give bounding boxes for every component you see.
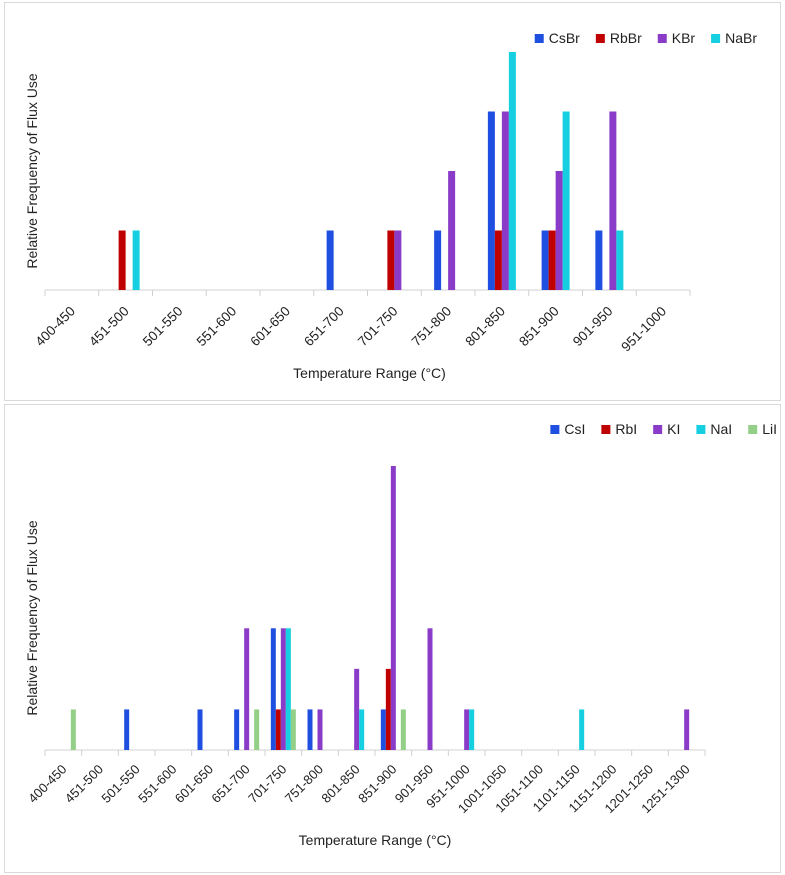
bar-csi-751-800 xyxy=(307,709,313,750)
bar-kbr-801-850 xyxy=(501,111,509,290)
bar-rbbr-851-900 xyxy=(548,230,556,290)
x-tick-label: 851-900 xyxy=(516,304,562,350)
x-tick-label: 601-650 xyxy=(172,762,216,806)
x-tick-label: 451-500 xyxy=(86,304,132,350)
bar-ki-651-700 xyxy=(244,628,250,750)
bar-ki-701-750 xyxy=(280,628,286,750)
legend-swatch-rbi xyxy=(601,425,611,434)
bar-csi-701-750 xyxy=(270,628,276,750)
legend-swatch-nai xyxy=(696,425,706,434)
legend-swatch-rbbr xyxy=(595,34,605,43)
legend-label-csi: CsI xyxy=(564,421,585,437)
x-tick-label: 400-450 xyxy=(25,762,69,806)
bar-rbbr-701-750 xyxy=(387,230,395,290)
bromide-flux-chart: 400-450 451-500 501-550 551-600 601-650 651-7… xyxy=(24,30,757,381)
legend-swatch-nabr xyxy=(711,34,721,43)
bar-csbr-801-850 xyxy=(487,111,495,290)
legend-label-kbr: KBr xyxy=(672,30,696,46)
x-tick-label: 501-550 xyxy=(98,762,142,806)
bar-csi-601-650 xyxy=(197,709,203,750)
legend-swatch-csbr xyxy=(534,34,544,43)
bar-nabr-901-950 xyxy=(616,230,624,290)
bar-ki-751-800 xyxy=(317,709,323,750)
bar-kbr-701-750 xyxy=(394,230,402,290)
bar-nai-701-750 xyxy=(285,628,291,750)
bar-nai-951-1000 xyxy=(469,709,475,750)
bar-rbbr-801-850 xyxy=(494,230,502,290)
x-tick-label: 451-500 xyxy=(62,762,106,806)
x-tick-label: 901-950 xyxy=(570,304,616,350)
legend-label-rbi: RbI xyxy=(615,421,637,437)
bar-nabr-451-500 xyxy=(132,230,140,290)
legend-swatch-csi xyxy=(550,425,560,434)
x-tick-label: 601-650 xyxy=(247,304,293,350)
chart-panel-iodide: 400-450 451-500 501-550 551-600 601-650 651-7… xyxy=(4,404,781,873)
bar-ki-801-850 xyxy=(354,668,360,750)
bar-ki-851-900 xyxy=(390,466,396,750)
legend-label-ki: KI xyxy=(667,421,680,437)
legend-label-rbbr: RbBr xyxy=(610,30,642,46)
bar-csi-501-550 xyxy=(124,709,130,750)
bar-csbr-651-700 xyxy=(326,230,334,290)
bar-rbi-851-900 xyxy=(385,668,391,750)
bar-rbbr-451-500 xyxy=(118,230,126,290)
bar-csbr-851-900 xyxy=(541,230,549,290)
iodide-flux-chart: 400-450451-500501-550551-600601-650651-7… xyxy=(24,421,777,848)
bar-lii-400-450 xyxy=(70,709,76,750)
legend-swatch-kbr xyxy=(657,34,667,43)
bar-lii-651-700 xyxy=(254,709,260,750)
legend-label-nai: NaI xyxy=(710,421,732,437)
x-tick-label: 551-600 xyxy=(135,762,179,806)
bar-kbr-751-800 xyxy=(448,171,456,290)
x-tick-label: 701-750 xyxy=(245,762,289,806)
x-tick-label: 801-850 xyxy=(318,762,362,806)
x-tick-label: 651-700 xyxy=(301,304,347,350)
x-tick-label: 501-550 xyxy=(140,304,186,350)
x-tick-label: 751-800 xyxy=(409,304,455,350)
x-axis-title: Temperature Range (°C) xyxy=(293,365,446,381)
bar-nabr-801-850 xyxy=(508,52,516,290)
bar-kbr-901-950 xyxy=(609,111,617,290)
legend-label-nabr: NaBr xyxy=(725,30,757,46)
bar-ki-951-1000 xyxy=(464,709,470,750)
bar-ki-1251-1300 xyxy=(684,709,690,750)
bar-csbr-751-800 xyxy=(434,230,442,290)
bar-csi-851-900 xyxy=(380,709,386,750)
bar-lii-701-750 xyxy=(290,709,296,750)
x-tick-label: 751-800 xyxy=(282,762,326,806)
bar-lii-851-900 xyxy=(400,709,406,750)
bar-ki-901-950 xyxy=(427,628,433,750)
x-tick-label: 801-850 xyxy=(462,304,508,350)
bar-kbr-851-900 xyxy=(555,171,563,290)
bar-nabr-851-900 xyxy=(562,111,570,290)
legend-label-csbr: CsBr xyxy=(549,30,580,46)
bar-csbr-901-950 xyxy=(595,230,603,290)
x-tick-label: 651-700 xyxy=(208,762,252,806)
x-tick-label: 701-750 xyxy=(355,304,401,350)
y-axis-title: Relative Frequency of Flux Use xyxy=(24,73,40,269)
bar-nai-801-850 xyxy=(359,709,365,750)
x-tick-label: 951-1000 xyxy=(618,304,669,355)
x-tick-label: 551-600 xyxy=(194,304,240,350)
bar-nai-1101-1150 xyxy=(579,709,585,750)
x-tick-label: 851-900 xyxy=(355,762,399,806)
x-axis-title: Temperature Range (°C) xyxy=(299,832,452,848)
x-tick-label: 400-450 xyxy=(32,304,78,350)
legend-label-lii: LiI xyxy=(762,421,777,437)
chart-panel-bromide: 400-450 451-500 501-550 551-600 601-650 651-7… xyxy=(4,2,781,401)
legend-swatch-lii xyxy=(748,425,758,434)
bar-rbi-701-750 xyxy=(275,709,281,750)
y-axis-title: Relative Frequency of Flux Use xyxy=(24,520,40,716)
legend-swatch-ki xyxy=(653,425,663,434)
bar-csi-651-700 xyxy=(234,709,240,750)
